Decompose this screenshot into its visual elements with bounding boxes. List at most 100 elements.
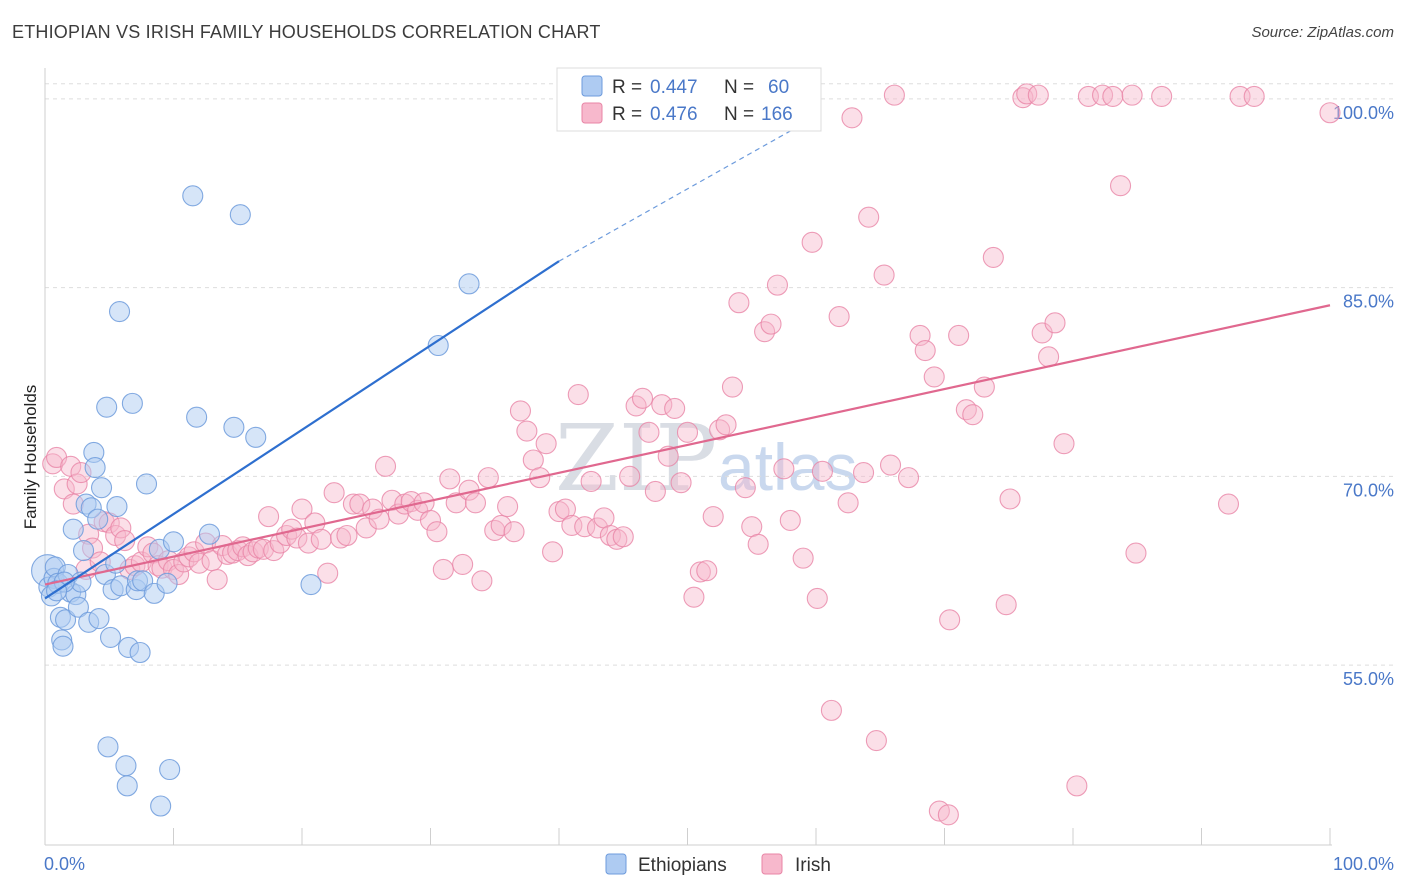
irish-point [1319,102,1341,124]
irish-point [651,394,673,416]
irish-point [452,553,474,575]
irish-point [858,206,880,228]
irish-point [1109,175,1132,197]
irish-point [349,493,371,515]
irish-point [696,560,718,582]
irish-point [676,421,699,443]
irish-point [865,730,887,752]
irish-point [644,480,666,503]
irish-point [937,804,959,826]
irish-point [426,521,448,543]
irish-point [336,524,358,547]
irish-point [1102,85,1124,107]
y-tick-label: 100.0% [1333,103,1394,123]
ethiopians-point [99,626,122,648]
irish-point [721,376,744,398]
watermark-atlas: atlas [718,430,857,504]
irish-point [110,517,132,539]
irish-point [837,492,859,514]
ethiopians-point [97,736,119,758]
irish-point [586,517,609,539]
irish-point [567,384,589,406]
ethiopians-point [223,416,245,438]
ethiopians-point [116,775,138,797]
ethiopians-point [135,473,158,495]
irish-point [342,493,364,515]
irish-point [355,517,377,539]
irish-point [982,246,1004,268]
legend-n-label-ethiopians: N = [724,77,754,98]
irish-point [828,306,850,328]
irish-point [766,274,789,296]
irish-point [206,568,228,591]
irish-point [323,482,345,504]
ethiopians-point [156,572,178,594]
ethiopians-point [62,518,84,540]
irish-point [374,455,397,477]
irish-point [542,541,564,563]
irish-point [715,414,737,436]
irish-point [939,609,961,631]
y-axis-tick-labels: 55.0% 70.0% 85.0% 100.0% [1333,103,1394,689]
irish-point [801,231,823,253]
irish-point [841,107,863,129]
ethiopians-trendline [44,260,560,600]
irish-point [683,586,705,608]
irish-point [439,468,461,490]
legend: R = 0.447 N = 60 R = 0.476 N = 166 [556,67,822,132]
irish-point [580,470,602,492]
irish-point [1243,85,1265,107]
irish-point [497,496,519,518]
watermark-zip: ZIP [555,405,717,512]
ethiopians-trendline-extension [558,115,817,262]
irish-point [670,472,692,494]
y-axis-label: Family Households [21,385,40,530]
ethiopians-point [96,396,118,418]
irish-point [995,594,1017,616]
irish-point [516,420,538,442]
irish-point [883,84,905,106]
irish-point [1016,83,1038,105]
bottom-legend-label-irish: Irish [795,855,831,876]
ethiopians-point [84,456,106,479]
irish-point [593,507,615,529]
irish-point [779,509,801,531]
ethiopians-point [52,635,74,657]
source-attribution: Source: ZipAtlas.com [1251,24,1394,41]
irish-point [310,528,332,550]
irish-point [728,292,750,314]
irish-point [747,533,769,555]
ethiopians-point [129,641,151,664]
irish-point [773,458,795,480]
irish-point [286,527,308,549]
irish-point [503,521,525,543]
irish-point [297,532,319,554]
ethiopians-point [55,609,77,631]
irish-point [188,552,210,574]
y-tick-label: 70.0% [1343,480,1394,500]
ethiopians-series [31,185,480,817]
irish-point [1121,84,1143,106]
irish-point [464,492,487,514]
irish-point [471,570,493,592]
ethiopians-point [108,300,131,323]
irish-point [806,587,828,609]
axes [44,68,1332,846]
irish-point [535,433,557,455]
irish-point [317,562,339,584]
irish-point [923,366,945,388]
ethiopians-point [87,508,109,530]
ethiopians-point [186,406,208,428]
ethiopians-point [182,185,204,207]
irish-point [702,506,724,528]
irish-point [689,561,711,583]
irish-point [741,516,763,538]
irish-point [852,462,875,484]
irish-point [490,514,512,536]
ethiopians-point [159,758,181,781]
irish-point [879,454,902,476]
ethiopians-point [67,596,89,618]
ethiopians-point [229,204,251,226]
irish-point [477,467,499,489]
